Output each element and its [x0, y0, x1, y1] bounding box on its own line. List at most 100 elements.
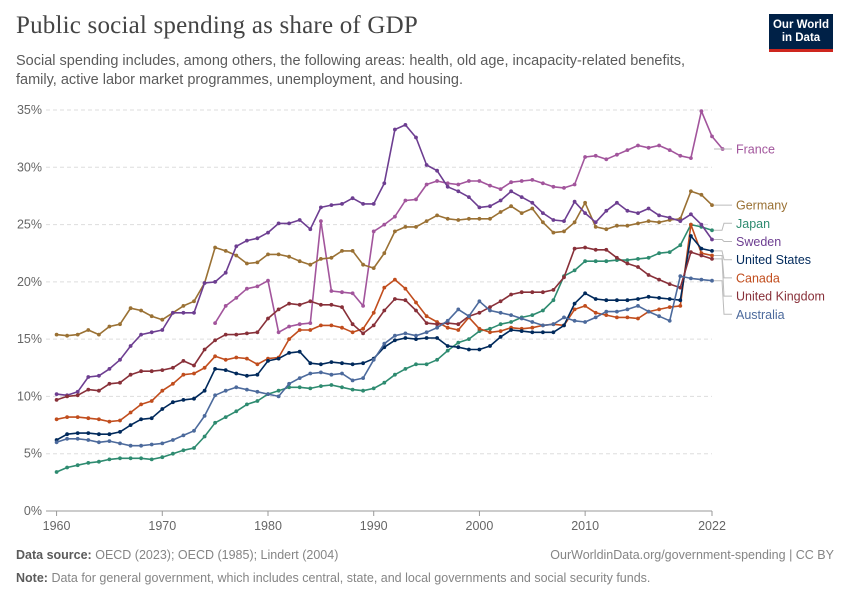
data-point: [519, 179, 524, 183]
data-point: [551, 184, 556, 189]
data-point: [266, 359, 270, 363]
data-point: [234, 385, 239, 390]
series-germany: [54, 189, 714, 338]
data-point: [541, 290, 545, 295]
data-point: [646, 309, 651, 314]
data-point: [646, 294, 651, 299]
owid-logo[interactable]: Our World in Data: [769, 14, 833, 52]
data-point: [593, 153, 598, 158]
data-point: [181, 398, 186, 402]
data-point: [509, 320, 513, 324]
data-point: [678, 285, 683, 290]
data-point: [245, 238, 249, 243]
data-point: [107, 457, 112, 462]
data-point: [667, 282, 672, 286]
data-point: [340, 290, 344, 295]
data-point: [667, 318, 672, 323]
data-point: [551, 322, 556, 327]
source-url-link[interactable]: OurWorldinData.org/government-spending |…: [550, 548, 834, 562]
data-point: [361, 262, 365, 267]
data-point: [54, 332, 59, 337]
data-point: [572, 182, 577, 187]
data-point: [245, 373, 249, 378]
data-point: [213, 280, 218, 284]
footer-source-row: Data source: OECD (2023); OECD (1985); L…: [16, 548, 834, 562]
data-point: [519, 316, 524, 321]
series-label: Sweden: [736, 235, 781, 249]
data-point: [667, 215, 672, 220]
data-point: [625, 258, 630, 262]
data-point: [382, 285, 387, 290]
data-point: [350, 387, 355, 392]
data-point: [710, 253, 714, 258]
data-point: [583, 211, 587, 215]
data-point: [393, 277, 397, 282]
data-point: [287, 221, 291, 226]
data-point: [393, 333, 397, 338]
leader-line: [714, 255, 732, 279]
data-point: [604, 313, 609, 317]
data-point: [699, 222, 704, 227]
data-point: [160, 317, 165, 322]
data-point: [498, 322, 503, 327]
data-point: [107, 381, 112, 386]
data-point: [593, 225, 598, 229]
data-point: [128, 423, 133, 427]
data-point: [572, 301, 577, 306]
data-point: [498, 299, 503, 304]
data-point: [467, 179, 471, 183]
data-point: [202, 281, 207, 285]
data-source-label: Data source:: [16, 548, 92, 562]
data-point: [75, 332, 80, 337]
data-point: [361, 304, 365, 308]
data-point: [572, 307, 577, 312]
data-point: [678, 243, 683, 248]
data-point: [287, 381, 291, 386]
data-point: [149, 416, 154, 421]
data-point: [689, 276, 693, 281]
data-point: [128, 410, 133, 415]
data-point: [65, 333, 69, 338]
data-point: [572, 318, 577, 323]
data-point: [181, 448, 186, 453]
data-point: [86, 438, 91, 442]
data-point: [393, 229, 397, 234]
data-point: [636, 304, 640, 308]
data-point: [414, 308, 418, 313]
data-point: [171, 365, 175, 370]
data-point: [223, 332, 228, 337]
data-point: [604, 157, 609, 162]
leader-line: [714, 258, 732, 297]
data-point: [456, 322, 461, 327]
data-point: [319, 302, 323, 307]
data-point: [287, 301, 291, 306]
data-point: [139, 332, 144, 337]
data-point: [445, 348, 450, 353]
data-point: [710, 237, 714, 242]
data-point: [710, 134, 714, 139]
data-point: [234, 371, 239, 376]
data-point: [498, 310, 503, 315]
data-point: [604, 227, 609, 232]
data-point: [699, 246, 704, 251]
data-point: [710, 203, 714, 207]
series-australia: [54, 274, 714, 448]
data-point: [477, 299, 482, 304]
data-point: [509, 204, 513, 209]
data-point: [319, 370, 323, 375]
data-point: [615, 309, 619, 314]
data-point: [171, 438, 175, 442]
series-label: United States: [736, 253, 811, 267]
data-point: [498, 210, 503, 214]
data-point: [456, 345, 461, 350]
data-point: [604, 259, 609, 264]
data-point: [456, 307, 461, 312]
data-point: [308, 386, 313, 391]
data-point: [435, 213, 439, 218]
data-point: [699, 109, 704, 113]
data-point: [646, 206, 651, 211]
data-point: [350, 330, 355, 335]
data-point: [361, 361, 365, 366]
data-point: [255, 389, 260, 394]
chart-subtitle: Social spending includes, among others, …: [16, 53, 686, 88]
